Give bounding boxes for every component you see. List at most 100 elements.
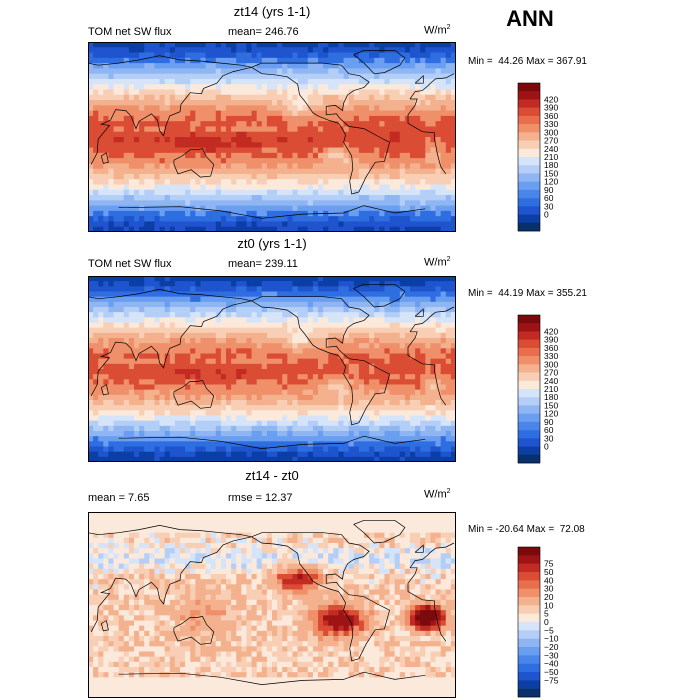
map-zt14 xyxy=(88,42,456,232)
min-max-label: Min = 44.26 Max = 367.91 xyxy=(468,56,587,67)
colorbar-swatch xyxy=(518,347,540,357)
colorbar-tick-label: 390 xyxy=(544,335,558,345)
map-diff xyxy=(88,512,456,698)
colorbar-swatch xyxy=(518,107,540,117)
colorbar-tick-label: 10 xyxy=(544,600,554,610)
mean-label: mean= 239.11 xyxy=(228,258,298,270)
colorbar-swatch xyxy=(518,630,540,639)
colorbar-tick-label: −75 xyxy=(544,675,559,685)
colorbar-swatch xyxy=(518,563,540,573)
colorbar-swatch xyxy=(518,430,540,439)
colorbar-tick-label: 300 xyxy=(544,127,558,137)
rmse-label: rmse = 12.37 xyxy=(228,492,293,504)
panel-zt0: zt0 (yrs 1-1) TOM net SW flux mean= 239.… xyxy=(0,236,700,466)
colorbar-swatch xyxy=(518,339,540,349)
colorbar-tick-label: 330 xyxy=(544,351,558,361)
colorbar-swatch xyxy=(518,189,540,199)
colorbar-tick-label: 120 xyxy=(544,177,558,187)
colorbar-tick-label: 30 xyxy=(544,584,554,594)
colorbar-tick-label: 240 xyxy=(544,376,558,386)
colorbar-tick-label: 90 xyxy=(544,417,554,427)
min-max-label: Min = -20.64 Max = 72.08 xyxy=(468,524,585,535)
colorbar-tick-label: 390 xyxy=(544,103,558,113)
colorbar-swatch xyxy=(518,331,540,340)
colorbar-tick-label: 0 xyxy=(544,617,549,627)
colorbar-swatch xyxy=(518,555,540,564)
season-label: ANN xyxy=(506,6,554,31)
colorbar-swatch xyxy=(518,91,540,100)
colorbar-swatch xyxy=(518,597,540,606)
coastlines xyxy=(88,519,455,685)
colorbar-tick-label: −5 xyxy=(544,625,554,635)
colorbar-swatch xyxy=(518,580,540,589)
colorbar-swatch xyxy=(518,157,540,166)
colorbar-swatch xyxy=(518,198,540,207)
colorbar-swatch xyxy=(518,315,540,324)
colorbar-swatch xyxy=(518,454,540,464)
colorbar-swatch xyxy=(518,588,540,598)
panel-title: zt14 - zt0 xyxy=(245,468,299,483)
colorbar-tick-label: 30 xyxy=(544,201,554,211)
colorbar-tick-label: 20 xyxy=(544,592,554,602)
colorbar-tick-label: −10 xyxy=(544,634,559,644)
panel-title: zt14 (yrs 1-1) xyxy=(233,4,311,19)
colorbar-swatch xyxy=(518,132,540,141)
min-max-label: Min = 44.19 Max = 355.21 xyxy=(468,288,587,299)
colorbar-tick-label: 210 xyxy=(544,152,558,162)
colorbar-swatch xyxy=(518,663,540,673)
colorbar-swatch xyxy=(518,214,540,224)
map-field xyxy=(88,512,456,698)
colorbar-tick-label: 180 xyxy=(544,160,558,170)
map-field xyxy=(88,276,456,462)
colorbar-tick-label: 420 xyxy=(544,326,558,336)
colorbar-tick-label: 60 xyxy=(544,425,554,435)
coastlines xyxy=(88,283,455,449)
colorbar-swatch xyxy=(518,389,540,398)
variable-label: TOM net SW flux xyxy=(88,26,172,38)
colorbar-swatch xyxy=(518,688,540,698)
colorbar-swatch xyxy=(518,115,540,125)
colorbar-tick-label: −40 xyxy=(544,659,559,669)
colorbar-swatch xyxy=(518,124,540,133)
colorbar-tick-label: 270 xyxy=(544,136,558,146)
colorbar-swatch xyxy=(518,83,540,92)
colorbar-swatch xyxy=(518,165,540,174)
colorbar-swatch xyxy=(518,446,540,456)
colorbar-swatch xyxy=(518,438,540,447)
colorbar-tick-label: 360 xyxy=(544,343,558,353)
colorbar-swatch xyxy=(518,181,540,191)
colorbar-tick-label: 30 xyxy=(544,433,554,443)
colorbar-swatch xyxy=(518,672,540,681)
colorbar-swatch xyxy=(518,405,540,414)
colorbar-tick-label: 0 xyxy=(544,442,549,452)
colorbar-tick-label: 50 xyxy=(544,567,554,577)
colorbar-tick-label: −50 xyxy=(544,667,559,677)
colorbar-tick-label: 300 xyxy=(544,359,558,369)
colorbar-tick-label: 420 xyxy=(544,94,558,104)
colorbar-swatch xyxy=(518,323,540,332)
colorbar-tick-label: −20 xyxy=(544,642,559,652)
colorbar-swatch xyxy=(518,148,540,158)
colorbar-swatch xyxy=(518,413,540,423)
units-label: W/m2 xyxy=(424,256,451,269)
colorbar-tick-label: 150 xyxy=(544,400,558,410)
colorbar-tick-label: 210 xyxy=(544,384,558,394)
colorbar-swatch xyxy=(518,605,540,614)
colorbar-tick-label: 5 xyxy=(544,609,549,619)
colorbar-swatch xyxy=(518,647,540,656)
colorbar-swatch xyxy=(518,222,540,232)
colorbar-tick-label: 60 xyxy=(544,193,554,203)
colorbar-swatch xyxy=(518,173,540,182)
colorbar-swatch xyxy=(518,380,540,390)
colorbar-swatch xyxy=(518,572,540,581)
colorbar-swatch xyxy=(518,421,540,431)
colorbar-tick-label: −30 xyxy=(544,650,559,660)
colorbar-swatch xyxy=(518,655,540,664)
colorbar-tick-label: 120 xyxy=(544,409,558,419)
colorbar-tick-label: 240 xyxy=(544,144,558,154)
colorbar-swatch xyxy=(518,99,540,108)
colorbar-tick-label: 150 xyxy=(544,168,558,178)
